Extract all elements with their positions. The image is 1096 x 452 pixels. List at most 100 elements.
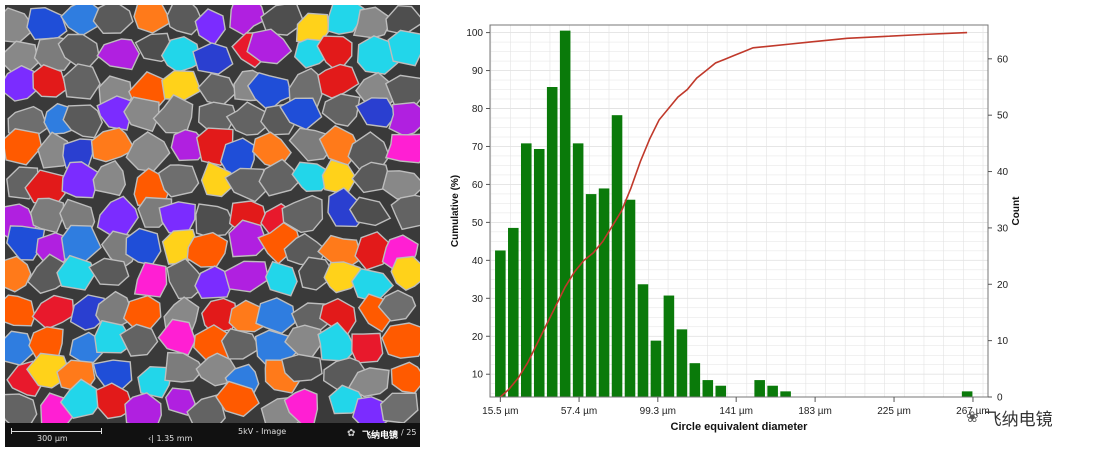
mode-label: 5kV - Image [238, 427, 287, 436]
y-left-tick-label: 90 [472, 66, 484, 77]
histogram-bar [780, 391, 791, 397]
y-left-tick-label: 80 [472, 104, 484, 115]
histogram-bar [559, 30, 571, 398]
plot-frame [489, 24, 989, 398]
histogram-bar [520, 143, 532, 397]
grain-grey [224, 167, 268, 203]
cumulative-line [499, 31, 968, 398]
histogram-bar [533, 149, 545, 397]
grain-grey [88, 257, 130, 286]
histogram-bar [689, 363, 701, 397]
y-axis-right-label: Count [1011, 196, 1022, 226]
histogram-bar [663, 295, 675, 397]
grain-grey [220, 328, 261, 360]
grain-colored [387, 29, 420, 67]
grain-colored [160, 35, 202, 73]
scale-bar-tick-right [101, 428, 102, 434]
y-left-tick-label: 40 [472, 256, 484, 267]
x-tick-label: 15.5 µm [482, 406, 518, 417]
watermark-text: 飞纳电镜 [984, 409, 1053, 430]
histogram-bar [715, 385, 727, 397]
histogram-bar [598, 188, 610, 397]
histogram-chart: 15.5 µm 57.4 µm 99.3 µm 141 µm 183 µm 225 µm 2… [450, 24, 1022, 433]
histogram-bar [702, 380, 714, 397]
sem-info-bar: 300 µm ‹| 1.35 mm 5kV - Image ✿ 飞纳电镜 / 2… [5, 423, 420, 447]
grain-grey [258, 158, 302, 197]
grain-colored [95, 382, 135, 420]
grain-grey [390, 194, 420, 231]
x-tick-label: 267 µm [956, 406, 990, 417]
histogram-bar [624, 199, 636, 397]
grain-colored [255, 297, 296, 335]
scale-bar-line [11, 431, 101, 432]
grain-colored [165, 387, 196, 417]
y-left-tick-label: 70 [472, 142, 484, 153]
sem-image-panel: 300 µm ‹| 1.35 mm 5kV - Image ✿ 飞纳电镜 / 2… [5, 5, 420, 447]
grain-colored [6, 225, 46, 261]
y-left-tick-label: 30 [472, 294, 484, 305]
grain-grey [281, 194, 324, 234]
grain-colored [355, 97, 398, 128]
sem-micrograph [5, 5, 420, 423]
x-tick-label: 183 µm [798, 406, 832, 417]
grain-colored [90, 127, 136, 163]
grain-grey [352, 6, 392, 39]
grain-colored [390, 255, 420, 292]
histogram-bar [572, 143, 584, 397]
grain-colored [192, 42, 234, 75]
grain-colored [388, 101, 420, 137]
histogram-bar [650, 340, 662, 397]
grain-grey [92, 160, 127, 197]
scale-bar-label: 300 µm [37, 434, 68, 443]
grain-colored [5, 255, 32, 293]
grain-grey [195, 203, 235, 238]
grain-colored [264, 260, 298, 297]
grain-colored [200, 160, 236, 198]
grain-colored [96, 38, 141, 71]
grain-grey [29, 197, 65, 234]
grain-colored [56, 254, 97, 291]
grain-colored [61, 161, 102, 199]
y-left-tick-label: 60 [472, 180, 484, 191]
x-tick-label: 99.3 µm [640, 406, 676, 417]
grain-colored [32, 64, 68, 98]
sem-watermark: 飞纳电镜 [362, 431, 399, 441]
grain-grey [351, 161, 391, 194]
histogram-bar [676, 329, 688, 397]
grain-colored [384, 133, 420, 164]
x-axis-label: Circle equivalent diameter [671, 421, 809, 433]
y-left-tick-label: 50 [472, 218, 484, 229]
grain-grey [225, 101, 271, 136]
histogram-bar [508, 227, 519, 397]
grain-colored [283, 388, 319, 423]
y-right-tick-label: 30 [997, 223, 1009, 234]
grain-colored [133, 261, 168, 298]
grain-grey [157, 164, 200, 198]
grain-grey [379, 392, 419, 423]
sem-trailing-text: / 25 [401, 428, 417, 437]
grain-colored [186, 231, 229, 268]
grain-colored [59, 378, 100, 419]
grain-colored [31, 294, 75, 330]
grain-grey [166, 5, 204, 36]
y-right-tick-label: 20 [997, 280, 1009, 291]
grain-colored [351, 332, 384, 364]
histogram-bar [767, 385, 778, 397]
x-tick-label: 57.4 µm [561, 406, 597, 417]
grain-grey [62, 104, 104, 139]
grain-grey [123, 96, 160, 133]
y-right-tick-label: 0 [997, 393, 1003, 404]
grain-colored [157, 318, 197, 356]
x-tick-label: 141 µm [719, 406, 753, 417]
grain-colored [291, 161, 333, 193]
y-right-tick-label: 50 [997, 111, 1009, 122]
grain-colored [327, 5, 365, 35]
grain-colored [201, 297, 238, 334]
histogram-bar [637, 284, 649, 397]
grain-grey [92, 5, 134, 35]
histogram-bar [754, 380, 765, 397]
grain-colored [133, 5, 173, 34]
field-width-label: ‹| 1.35 mm [148, 434, 193, 443]
grain-colored [228, 219, 269, 258]
grain-colored [93, 319, 135, 354]
